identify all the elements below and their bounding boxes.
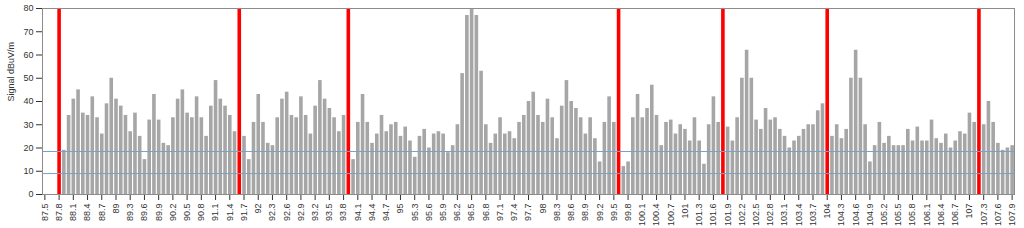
svg-text:97.4: 97.4 bbox=[509, 204, 519, 222]
svg-text:10: 10 bbox=[23, 166, 33, 176]
svg-text:102.2: 102.2 bbox=[737, 204, 747, 227]
svg-text:104.3: 104.3 bbox=[836, 204, 846, 227]
svg-text:104.6: 104.6 bbox=[851, 204, 861, 227]
svg-text:102.8: 102.8 bbox=[765, 204, 775, 227]
svg-text:98.6: 98.6 bbox=[566, 204, 576, 222]
svg-text:93.8: 93.8 bbox=[338, 204, 348, 222]
svg-text:106.1: 106.1 bbox=[922, 204, 932, 227]
svg-text:91.7: 91.7 bbox=[239, 204, 249, 222]
svg-text:89.3: 89.3 bbox=[125, 204, 135, 222]
svg-text:95.9: 95.9 bbox=[438, 204, 448, 222]
svg-text:87.5: 87.5 bbox=[40, 204, 50, 222]
svg-text:96.8: 96.8 bbox=[481, 204, 491, 222]
svg-text:101.6: 101.6 bbox=[708, 204, 718, 227]
svg-text:96.5: 96.5 bbox=[466, 204, 476, 222]
svg-text:91.1: 91.1 bbox=[210, 204, 220, 222]
svg-text:105.5: 105.5 bbox=[893, 204, 903, 227]
svg-text:103.1: 103.1 bbox=[779, 204, 789, 227]
svg-text:99.5: 99.5 bbox=[609, 204, 619, 222]
svg-text:0: 0 bbox=[28, 189, 33, 199]
svg-text:105.8: 105.8 bbox=[907, 204, 917, 227]
svg-text:88.4: 88.4 bbox=[82, 204, 92, 222]
svg-text:98: 98 bbox=[538, 204, 548, 214]
svg-text:94.1: 94.1 bbox=[353, 204, 363, 222]
svg-text:106.4: 106.4 bbox=[936, 204, 946, 227]
svg-text:89.6: 89.6 bbox=[139, 204, 149, 222]
svg-text:88.7: 88.7 bbox=[97, 204, 107, 222]
svg-text:103.4: 103.4 bbox=[794, 204, 804, 227]
svg-text:91.4: 91.4 bbox=[225, 204, 235, 222]
svg-text:100.7: 100.7 bbox=[666, 204, 676, 227]
svg-text:98.9: 98.9 bbox=[580, 204, 590, 222]
svg-text:100.4: 100.4 bbox=[651, 204, 661, 227]
svg-text:92.9: 92.9 bbox=[296, 204, 306, 222]
svg-text:90.5: 90.5 bbox=[182, 204, 192, 222]
svg-text:95: 95 bbox=[395, 204, 405, 214]
svg-text:93.2: 93.2 bbox=[310, 204, 320, 222]
svg-text:89: 89 bbox=[111, 204, 121, 214]
svg-text:88.1: 88.1 bbox=[68, 204, 78, 222]
svg-text:107: 107 bbox=[964, 204, 974, 219]
svg-text:50: 50 bbox=[23, 73, 33, 83]
svg-text:99.2: 99.2 bbox=[595, 204, 605, 222]
svg-text:20: 20 bbox=[23, 143, 33, 153]
svg-text:97.7: 97.7 bbox=[523, 204, 533, 222]
svg-text:107.3: 107.3 bbox=[979, 204, 989, 227]
svg-text:101.9: 101.9 bbox=[723, 204, 733, 227]
svg-text:104: 104 bbox=[822, 204, 832, 219]
svg-text:94.7: 94.7 bbox=[381, 204, 391, 222]
svg-text:92.6: 92.6 bbox=[282, 204, 292, 222]
svg-text:106.7: 106.7 bbox=[950, 204, 960, 227]
svg-text:95.6: 95.6 bbox=[424, 204, 434, 222]
svg-text:97.1: 97.1 bbox=[495, 204, 505, 222]
svg-text:103.7: 103.7 bbox=[808, 204, 818, 227]
svg-text:96.2: 96.2 bbox=[452, 204, 462, 222]
svg-text:Signal dBuV/m: Signal dBuV/m bbox=[6, 42, 16, 102]
svg-text:90.2: 90.2 bbox=[168, 204, 178, 222]
svg-text:105.2: 105.2 bbox=[879, 204, 889, 227]
svg-text:93.5: 93.5 bbox=[324, 204, 334, 222]
svg-text:107.9: 107.9 bbox=[1007, 204, 1017, 227]
svg-text:98.3: 98.3 bbox=[552, 204, 562, 222]
svg-text:107.6: 107.6 bbox=[993, 204, 1003, 227]
svg-text:80: 80 bbox=[23, 3, 33, 13]
svg-text:92: 92 bbox=[253, 204, 263, 214]
svg-text:40: 40 bbox=[23, 96, 33, 106]
svg-text:102.5: 102.5 bbox=[751, 204, 761, 227]
svg-text:104.9: 104.9 bbox=[865, 204, 875, 227]
svg-text:100.1: 100.1 bbox=[637, 204, 647, 227]
svg-text:94.4: 94.4 bbox=[367, 204, 377, 222]
svg-text:101.3: 101.3 bbox=[694, 204, 704, 227]
svg-text:60: 60 bbox=[23, 50, 33, 60]
svg-text:89.9: 89.9 bbox=[154, 204, 164, 222]
svg-text:101: 101 bbox=[680, 204, 690, 219]
svg-text:92.3: 92.3 bbox=[267, 204, 277, 222]
svg-text:30: 30 bbox=[23, 120, 33, 130]
svg-text:90.8: 90.8 bbox=[196, 204, 206, 222]
svg-text:99.8: 99.8 bbox=[623, 204, 633, 222]
svg-text:95.3: 95.3 bbox=[410, 204, 420, 222]
svg-text:87.8: 87.8 bbox=[54, 204, 64, 222]
svg-text:70: 70 bbox=[23, 27, 33, 37]
